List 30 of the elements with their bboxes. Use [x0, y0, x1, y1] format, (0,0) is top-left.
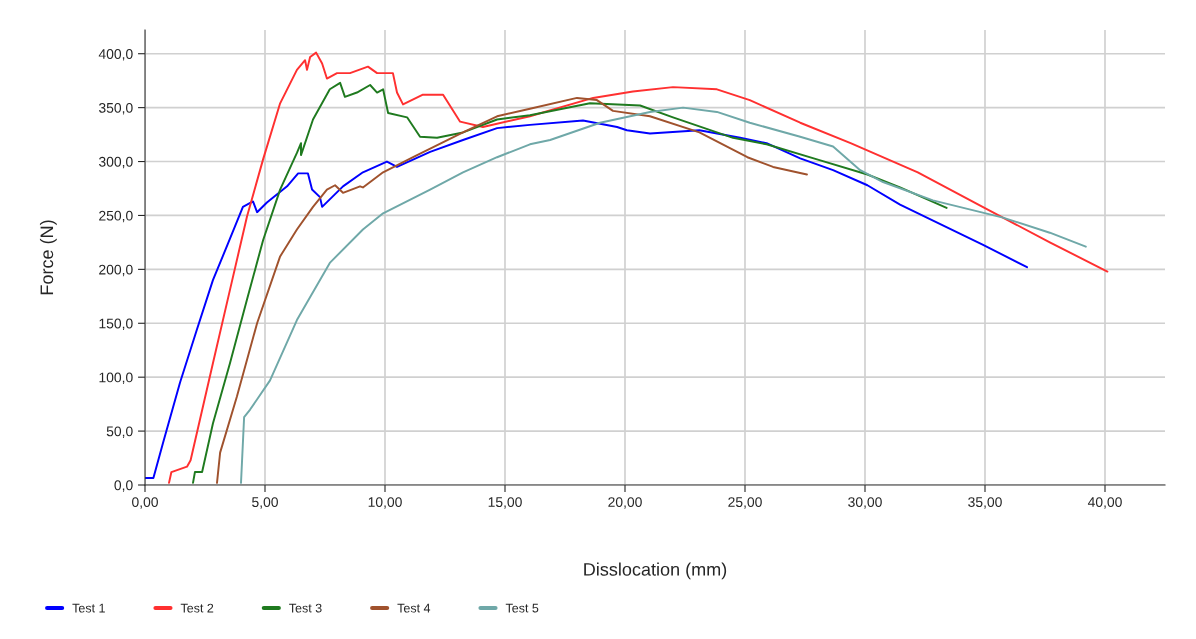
y-tick-label: 350,0: [98, 102, 133, 115]
legend-label: Test 4: [397, 603, 431, 613]
y-tick-label: 100,0: [99, 372, 133, 384]
line-series: [216, 96, 808, 484]
line-series: [145, 119, 1028, 479]
legend-label: Test 2: [180, 603, 214, 613]
x-tick-label: 0,00: [132, 497, 158, 509]
x-tick-label: 25,00: [728, 497, 762, 509]
x-tick-label: 35,00: [968, 497, 1002, 509]
line-series: [240, 106, 1087, 484]
y-tick-label: 0,0: [114, 480, 133, 492]
x-tick-label: 40,00: [1087, 497, 1122, 509]
legend-label: Test 5: [505, 603, 539, 613]
y-tick-label: 200,0: [99, 264, 133, 277]
y-tick-label: 50,0: [106, 426, 133, 438]
x-tick-label: 30,00: [848, 497, 882, 509]
x-tick-label: 5,00: [252, 497, 278, 509]
legend-label: Test 3: [289, 603, 322, 613]
y-tick-label: 300,0: [98, 156, 133, 169]
x-tick-label: 15,00: [488, 497, 522, 509]
x-tick-label: 20,00: [608, 497, 642, 509]
line-series: [192, 81, 948, 484]
legend-label: Test 1: [72, 603, 105, 613]
y-tick-label: 250,0: [99, 210, 133, 223]
y-tick-label: 150,0: [99, 318, 133, 331]
x-axis-title: Disslocation (mm): [584, 562, 727, 580]
y-axis-title: Force (N): [39, 220, 57, 295]
y-tick-label: 400,0: [98, 49, 133, 61]
x-tick-label: 10,00: [368, 497, 402, 509]
line-series: [168, 51, 1109, 484]
